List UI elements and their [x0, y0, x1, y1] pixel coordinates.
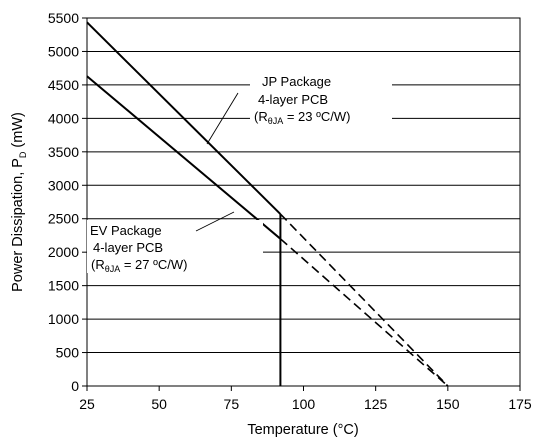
x-tick-label-75: 75	[224, 396, 240, 412]
y-axis-label-main: Power Dissipation, P	[10, 158, 26, 292]
annotation-jp-rtheta-sub: θJA	[268, 116, 284, 126]
series-ev-package-dashed	[279, 238, 449, 387]
series-lines	[86, 21, 449, 387]
annotation-ev-rtheta-suffix: = 27 ºC/W)	[120, 257, 187, 272]
y-axis-label-sub: D	[18, 151, 28, 158]
annotation-ev-rtheta-prefix: (R	[91, 257, 105, 272]
y-tick-label-3000: 3000	[48, 177, 79, 193]
x-axis-label: Temperature (°C)	[247, 422, 358, 438]
y-tick-label-500: 500	[56, 345, 80, 361]
y-tick-label-1000: 1000	[48, 311, 79, 327]
annotation-jp-rtheta-suffix: = 23 ºC/W)	[283, 109, 350, 124]
annotation-jp-rtheta: (RθJA = 23 ºC/W)	[254, 109, 350, 126]
y-tick-label-3500: 3500	[48, 144, 79, 160]
annotation-jp: JP Package 4-layer PCB (RθJA = 23 ºC/W)	[206, 70, 392, 145]
x-tick-label-100: 100	[292, 396, 316, 412]
annotation-ev-bg	[87, 220, 263, 273]
annotation-jp-line1: JP Package	[262, 74, 331, 89]
annotation-jp-line2: 4-layer PCB	[258, 92, 328, 107]
y-tick-label-2500: 2500	[48, 211, 79, 227]
annotation-jp-bg	[250, 70, 392, 125]
annotation-ev-rtheta: (RθJA = 27 ºC/W)	[91, 257, 187, 274]
annotation-jp-leader	[206, 92, 239, 145]
y-tick-label-1500: 1500	[48, 278, 79, 294]
x-tick-label-175: 175	[508, 396, 532, 412]
series-jp-package-dashed	[279, 213, 449, 387]
y-tick-label-0: 0	[71, 378, 79, 394]
y-tick-label-4000: 4000	[48, 110, 79, 126]
x-tick-label-50: 50	[151, 396, 167, 412]
series-ev-package-solid	[86, 75, 282, 240]
tick-labels: 0 500 1000 1500 2000 2500 3000 3500 4000 4500 5000…	[48, 10, 532, 412]
annotation-jp-rtheta-prefix: (R	[254, 109, 268, 124]
y-tick-label-5000: 5000	[48, 43, 79, 59]
annotation-ev-line2: 4-layer PCB	[93, 240, 163, 255]
y-tick-label-2000: 2000	[48, 244, 79, 260]
y-axis-label: Power Dissipation, PD (mW)	[10, 112, 28, 292]
annotation-ev-line1: EV Package	[90, 223, 162, 238]
x-tick-label-125: 125	[364, 396, 388, 412]
x-tick-label-25: 25	[79, 396, 95, 412]
y-tick-label-4500: 4500	[48, 77, 79, 93]
x-tick-label-150: 150	[436, 396, 460, 412]
annotation-ev: EV Package 4-layer PCB (RθJA = 27 ºC/W)	[87, 211, 263, 274]
y-axis-label-unit: (mW)	[10, 112, 26, 151]
y-tick-label-5500: 5500	[48, 10, 79, 26]
series-jp-package-solid	[86, 21, 282, 215]
annotation-ev-rtheta-sub: θJA	[105, 264, 121, 274]
annotation-ev-leader	[195, 211, 235, 232]
